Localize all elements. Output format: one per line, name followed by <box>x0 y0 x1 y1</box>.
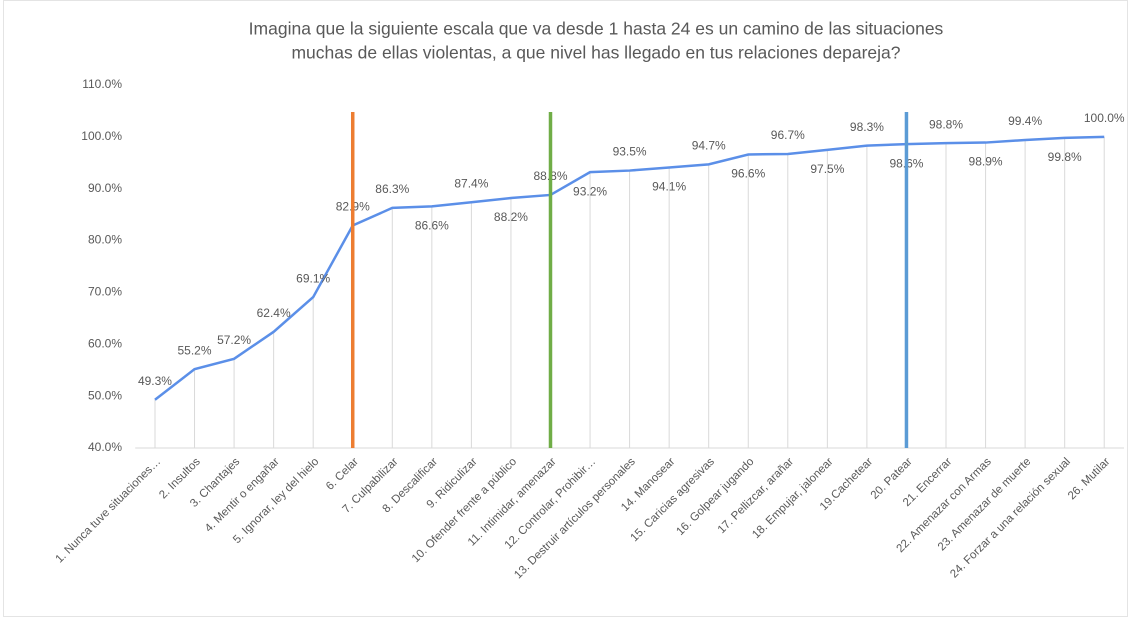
x-tick-label: 26. Mutilar <box>1066 456 1113 503</box>
data-label: 57.2% <box>217 333 251 347</box>
data-label: 88.2% <box>494 210 528 224</box>
line-series <box>154 135 1105 401</box>
data-label: 98.8% <box>929 117 963 131</box>
data-label: 86.6% <box>415 219 449 233</box>
data-label: 96.7% <box>771 128 805 142</box>
data-label: 94.1% <box>652 180 686 194</box>
data-label: 49.3% <box>138 374 172 388</box>
y-tick-label: 40.0% <box>88 440 122 454</box>
y-tick-label: 100.0% <box>81 129 122 143</box>
data-label: 94.7% <box>692 139 726 153</box>
data-label: 99.8% <box>1048 150 1082 164</box>
y-tick-label: 80.0% <box>88 233 122 247</box>
x-tick-label: 6. Celar <box>324 456 361 493</box>
y-tick-label: 50.0% <box>88 388 122 402</box>
data-label: 87.4% <box>454 176 488 190</box>
y-tick-label: 90.0% <box>88 181 122 195</box>
data-label: 55.2% <box>178 343 212 357</box>
data-label: 98.3% <box>850 120 884 134</box>
data-label: 62.4% <box>257 306 291 320</box>
x-tick-label: 17. Pellizcar, arañar <box>716 456 796 536</box>
chart-title: muchas de ellas violentas, a que nivel h… <box>291 43 900 63</box>
data-label: 97.5% <box>810 162 844 176</box>
x-tick-label: 1. Nunca tuve situaciones… <box>53 456 163 566</box>
y-tick-label: 60.0% <box>88 336 122 350</box>
x-tick-label: 4. Mentir o engañar <box>203 456 282 535</box>
data-label: 96.6% <box>731 167 765 181</box>
data-label: 69.1% <box>296 271 330 285</box>
data-label: 98.9% <box>969 155 1003 169</box>
y-tick-label: 110.0% <box>82 77 122 91</box>
data-label: 86.3% <box>375 182 409 196</box>
y-tick-label: 70.0% <box>88 285 122 299</box>
chart-title: Imagina que la siguiente escala que va d… <box>249 19 944 39</box>
data-label: 93.5% <box>613 145 647 159</box>
data-label: 100.0% <box>1084 111 1125 125</box>
x-tick-label: 16. Golpear jugando <box>674 456 756 538</box>
data-label: 99.4% <box>1008 114 1042 128</box>
data-label: 93.2% <box>573 184 607 198</box>
